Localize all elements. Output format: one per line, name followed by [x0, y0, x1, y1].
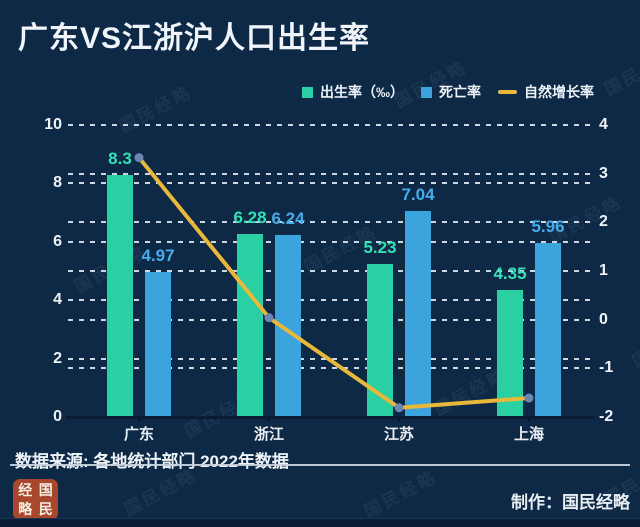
gridline-right-1 [68, 270, 592, 272]
death-bar-0 [145, 271, 171, 417]
x-axis-tick-3 [528, 417, 530, 422]
gridline-right-2 [68, 221, 592, 224]
left-axis-tick-8: 8 [53, 174, 62, 192]
growth-point-marker-0 [134, 153, 144, 163]
legend-label-natural-growth: 自然增长率 [524, 84, 594, 100]
x-axis-label-1: 浙江 [253, 426, 285, 443]
right-axis-tick--2: -2 [599, 408, 614, 425]
gridline-right--1 [68, 367, 592, 370]
birth-value-label-0: 8.3 [108, 148, 132, 168]
death-value-label-2: 7.04 [401, 185, 435, 205]
birth-bar-3 [497, 289, 523, 417]
right-axis-tick-4: 4 [599, 116, 608, 133]
death-bar-3 [535, 242, 561, 417]
death-rate-swatch-icon [421, 86, 432, 98]
death-bar-2 [405, 211, 431, 417]
x-axis-tick-1 [268, 417, 270, 422]
seal-char-2: 国 [38, 482, 53, 499]
gridline-right-0 [68, 318, 592, 321]
bottom-strip [0, 518, 640, 527]
publisher-seal: 经 国 略 民 [13, 479, 58, 520]
right-axis-tick-3: 3 [599, 164, 608, 182]
death-value-label-0: 4.97 [141, 245, 175, 265]
death-value-label-1: 6.24 [271, 208, 305, 228]
left-axis-tick-4: 4 [53, 291, 62, 309]
seal-char-3: 略 [18, 500, 33, 517]
legend-label-birth-rate: 出生率（‰） [320, 84, 404, 100]
gridline-left-10 [68, 124, 592, 126]
x-axis-label-0: 广东 [123, 426, 155, 443]
gridline-left-6 [68, 240, 592, 243]
growth-point-marker-3 [524, 393, 534, 403]
left-axis-tick-6: 6 [53, 232, 62, 250]
right-axis-tick-2: 2 [599, 213, 608, 231]
seal-char-4: 民 [38, 500, 53, 517]
left-axis-tick-10: 10 [44, 116, 62, 133]
right-axis-tick-0: 0 [599, 310, 608, 328]
gridline-left-4 [68, 299, 592, 302]
natural-growth-line-icon [498, 90, 517, 94]
birth-value-label-1: 6.28 [233, 207, 267, 227]
death-value-label-3: 5.96 [531, 216, 565, 236]
growth-point-marker-1 [264, 313, 274, 323]
birth-value-label-2: 5.23 [363, 238, 397, 258]
birth-bar-0 [107, 174, 133, 417]
x-axis-line [66, 416, 594, 419]
birth-value-label-3: 4.35 [493, 263, 527, 283]
growth-point-marker-2 [394, 403, 404, 413]
x-axis-label-3: 上海 [513, 426, 545, 443]
legend-item-death-rate: 死亡率 [421, 82, 481, 102]
gridline-left-8 [68, 182, 592, 185]
legend-item-birth-rate: 出生率（‰） [302, 82, 404, 102]
left-axis-tick-2: 2 [53, 349, 62, 367]
birth-bar-1 [237, 233, 263, 417]
data-source-note: 数据来源: 各地统计部门 2022年数据 [15, 452, 289, 471]
right-axis-tick--1: -1 [599, 359, 614, 377]
chart-title: 广东VS江浙沪人口出生率 [18, 22, 371, 55]
seal-char-1: 经 [18, 482, 33, 499]
left-axis-tick-0: 0 [53, 408, 62, 425]
x-axis-label-2: 江苏 [383, 426, 415, 443]
x-axis-tick-2 [398, 417, 400, 422]
x-axis-tick-0 [138, 417, 140, 422]
right-axis-tick-1: 1 [599, 262, 608, 279]
birth-rate-swatch-icon [302, 86, 313, 98]
legend: 出生率（‰） 死亡率 自然增长率 [302, 84, 594, 100]
birth-bar-2 [367, 264, 393, 417]
legend-label-death-rate: 死亡率 [439, 84, 481, 100]
footer-divider [10, 464, 630, 466]
credit-text: 制作：国民经略 [511, 493, 630, 512]
gridline-right-3 [68, 172, 592, 175]
legend-item-natural-growth: 自然增长率 [498, 82, 594, 102]
